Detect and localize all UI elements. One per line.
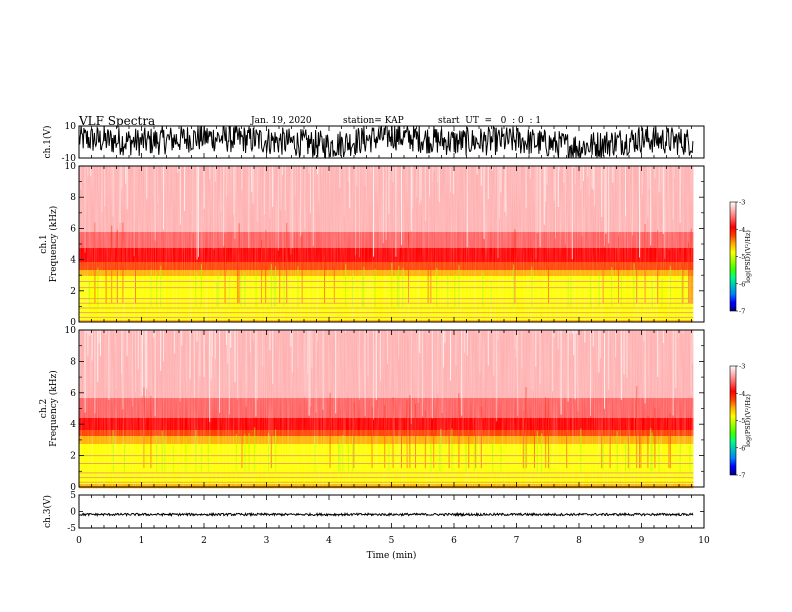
colorbar-tick-label: -3: [739, 199, 745, 207]
y-axis-label: Frequency (kHz): [48, 370, 59, 447]
x-tick-label: 1: [139, 536, 145, 546]
spectral-noise: [79, 330, 694, 487]
y-axis-label: ch.2: [39, 399, 49, 418]
y-axis-label: ch.3(V): [42, 495, 53, 528]
colorbar-tick-label: -7: [739, 308, 745, 316]
x-tick-label: 3: [264, 536, 270, 546]
x-tick-label: 7: [514, 536, 520, 546]
colorbar-label: log(PSD)(V²/Hz): [744, 230, 752, 283]
x-axis-label: Time (min): [367, 550, 417, 561]
colorbar-gradient: [729, 365, 737, 476]
y-tick-label: 0: [70, 508, 76, 518]
colorbar-tick-label: -4: [739, 226, 745, 234]
y-axis-label: ch.1(V): [42, 126, 53, 159]
x-tick-label: 10: [698, 536, 710, 546]
colorbar-gradient: [729, 201, 737, 312]
y-tick-label: 6: [70, 224, 76, 234]
figure-title: VLF Spectra: [79, 114, 156, 128]
y-tick-label: 0: [70, 318, 76, 328]
x-tick-label: 5: [389, 536, 395, 546]
y-tick-label: 8: [70, 193, 76, 203]
y-tick-label: -10: [62, 154, 77, 164]
y-tick-label: 0: [70, 483, 76, 493]
y-tick-label: 5: [70, 491, 76, 501]
y-tick-label: 6: [70, 389, 76, 399]
waveform-trace: [78, 511, 694, 517]
x-tick-label: 8: [576, 536, 582, 546]
colorbar-tick-label: -4: [739, 390, 745, 398]
y-tick-label: 4: [70, 420, 76, 430]
ch1-spectrogram-panel: 0 2 4 6 8 10 ch.1 Frequency (kHz): [39, 162, 705, 328]
colorbar-tick-label: -3: [739, 363, 745, 371]
y-tick-label: 4: [70, 256, 76, 266]
y-tick-label: 10: [65, 326, 77, 336]
colorbar-tick-label: -5: [739, 253, 745, 261]
colorbar-tick-label: -6: [739, 280, 745, 288]
y-tick-label: 10: [65, 122, 77, 132]
x-tick-label: 0: [76, 536, 82, 546]
colorbar-label: log(PSD)(V²/Hz): [744, 394, 752, 447]
y-tick-label: 2: [70, 287, 76, 297]
y-axis-label: ch.1: [39, 234, 49, 253]
station-label: station= KAP: [343, 116, 404, 126]
start-time: start UT = 0 : 0 : 1: [438, 116, 542, 126]
y-tick-label: 2: [70, 452, 76, 462]
y-tick-label: -5: [67, 524, 76, 534]
colorbar-tick-label: -7: [739, 472, 745, 480]
waveform-trace: [78, 125, 694, 159]
x-tick-label: 4: [326, 536, 332, 546]
spectral-noise: [79, 166, 694, 322]
colorbar-tick-label: -6: [739, 444, 745, 452]
x-tick-label: 2: [201, 536, 207, 546]
spectrogram-heatmap: [79, 330, 694, 489]
ch2-colorbar: -3 -4 -5 -6 -7 log(PSD)(V²/Hz): [729, 363, 752, 480]
spectrogram-heatmap: [79, 166, 694, 323]
ch2-spectrogram-panel: 0 2 4 6 8 10 ch.2 Frequency (kHz): [39, 326, 705, 493]
y-tick-label: 8: [70, 357, 76, 367]
colorbar-tick-label: -5: [739, 417, 745, 425]
ch1-colorbar: -3 -4 -5 -6 -7 log(PSD)(V²/Hz): [729, 199, 752, 316]
x-tick-label: 6: [451, 536, 457, 546]
y-axis-label: Frequency (kHz): [48, 206, 59, 283]
x-tick-label: 9: [639, 536, 645, 546]
y-tick-label: 10: [65, 162, 77, 172]
recording-date: Jan. 19, 2020: [251, 116, 312, 126]
ch1-waveform-panel: 10 -10 ch.1(V): [42, 122, 705, 164]
